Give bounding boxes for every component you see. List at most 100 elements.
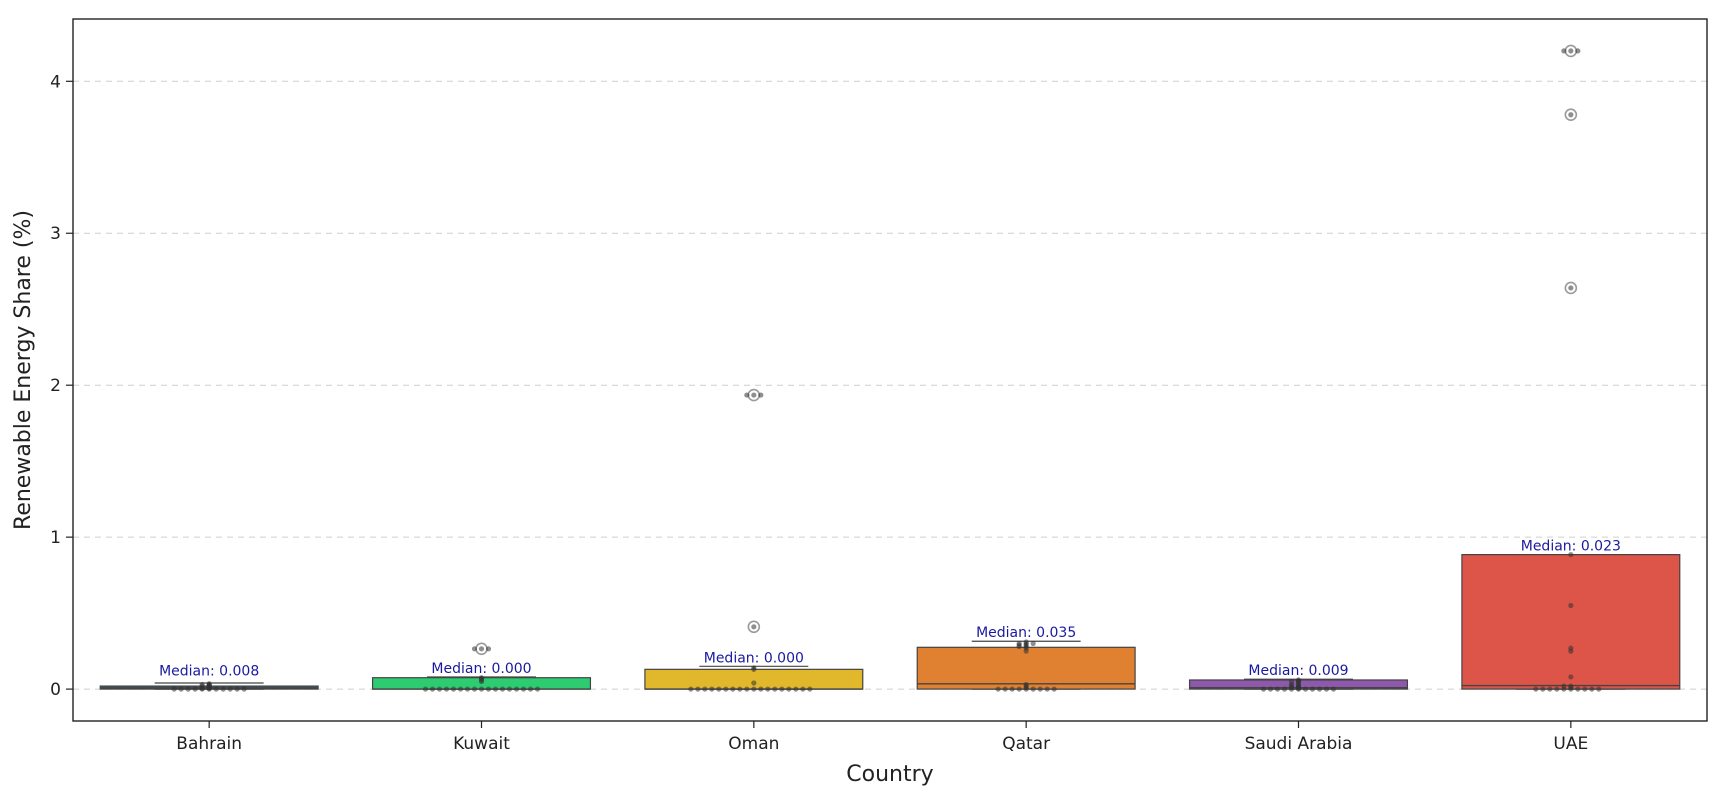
point-5-16 [1568,602,1574,609]
point-3-18 [1023,639,1029,645]
point-5-4 [1582,686,1588,692]
x-tick-label-0: Bahrain [176,734,242,754]
point-4-7 [1267,686,1274,692]
point-2-17 [688,686,694,692]
point-0-24 [241,686,247,692]
point-0-8 [234,686,240,692]
x-axis-title: Country [846,762,933,787]
point-3-6 [1044,686,1050,692]
point-5-15 [1568,645,1574,651]
point-3-2 [1030,686,1036,692]
point-5-18 [1568,285,1574,291]
y-axis-ticks: 0 1 2 3 4 [50,72,73,700]
point-3-11 [1023,681,1029,688]
median-labels: Median: 0.008 Median: 0.000 Median: 0.000 M… [159,539,1621,680]
point-4-19 [1295,677,1302,683]
point-1-12 [520,686,527,692]
median-label-3: Median: 0.035 [976,625,1076,641]
strip-points [171,48,1602,692]
point-1-4 [492,686,499,692]
point-5-19 [1568,112,1574,118]
point-5-2 [1575,686,1581,692]
point-1-2 [485,686,492,692]
point-1-16 [534,686,541,692]
point-3-4 [1037,686,1043,692]
point-5-5 [1547,686,1553,692]
point-2-24 [758,392,764,398]
median-label-4: Median: 0.009 [1248,663,1348,679]
x-tick-label-5: UAE [1553,734,1588,754]
point-5-11 [1568,683,1574,689]
x-tick-label-4: Saudi Arabia [1245,734,1353,754]
point-0-3 [192,686,198,692]
point-2-11 [709,686,715,692]
point-1-23 [485,646,492,652]
point-4-4 [1309,686,1316,692]
point-3-7 [995,686,1001,692]
point-0-19 [206,681,212,687]
point-2-21 [751,624,757,630]
point-2-2 [758,686,764,692]
point-1-8 [506,686,513,692]
point-3-3 [1009,686,1015,692]
point-5-3 [1554,686,1560,692]
point-4-23 [1288,684,1295,691]
point-5-12 [1561,683,1567,689]
point-4-3 [1281,686,1288,692]
point-3-21 [1016,643,1022,650]
point-1-5 [457,686,464,692]
outlier-5-0 [1564,281,1578,295]
box-5 [1461,44,1681,690]
point-5-6 [1589,686,1595,692]
point-3-1 [1016,686,1022,692]
point-0-23 [199,685,205,691]
point-2-5 [730,686,736,692]
point-2-23 [744,392,750,398]
point-4-2 [1302,686,1309,692]
point-1-10 [513,686,520,692]
point-2-3 [737,686,743,692]
point-5-20 [1568,48,1574,54]
point-1-1 [471,686,478,692]
point-2-0 [751,686,757,692]
point-2-9 [716,686,722,692]
point-4-6 [1316,686,1323,692]
point-2-1 [744,686,750,692]
y-tick-label-4: 4 [50,72,61,92]
point-0-6 [227,686,233,692]
point-0-2 [213,686,219,692]
point-1-7 [450,686,457,692]
point-3-8 [1051,686,1057,692]
box-2 [644,388,864,690]
point-5-8 [1596,686,1602,692]
box-body-2 [644,668,864,690]
point-4-9 [1260,686,1267,692]
grid-lines [73,80,1707,690]
point-1-6 [499,686,506,692]
point-1-20 [478,675,485,681]
point-1-21 [478,646,485,652]
x-axis-ticks: Bahrain Kuwait Oman Qatar Saudi Arabia UAE [176,721,1588,754]
outlier-5-1 [1564,108,1578,122]
point-2-13 [702,686,708,692]
point-5-13 [1568,674,1574,680]
box-body-5 [1461,554,1681,690]
plot-frame [72,18,1708,722]
outlier-2-0 [747,620,761,634]
point-2-4 [765,686,771,692]
median-label-0: Median: 0.008 [159,663,259,679]
point-1-0 [478,686,485,692]
point-2-6 [772,686,778,692]
x-tick-label-2: Oman [728,734,779,754]
x-tick-label-1: Kuwait [453,734,510,754]
point-4-5 [1274,686,1281,692]
point-4-10 [1330,686,1337,692]
point-0-7 [178,686,184,692]
point-2-10 [786,686,792,692]
point-2-14 [800,686,806,692]
point-2-7 [723,686,729,692]
point-5-17 [1568,552,1574,558]
point-2-22 [751,392,757,398]
point-3-19 [1030,640,1036,647]
